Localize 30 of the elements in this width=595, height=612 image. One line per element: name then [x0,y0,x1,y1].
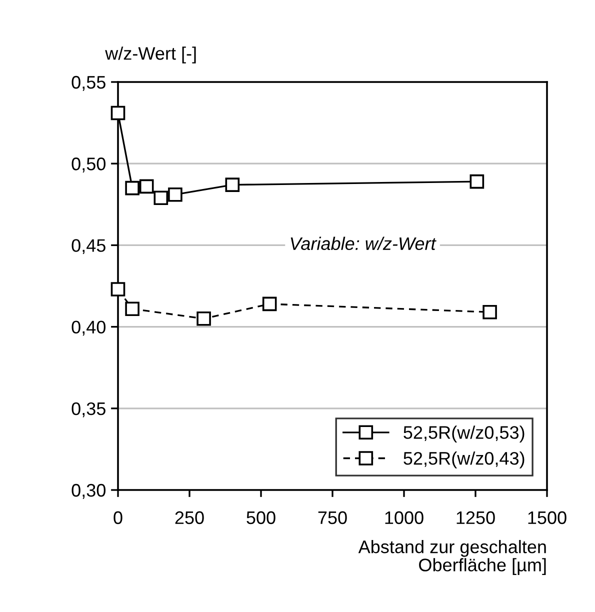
y-tick-label: 0,45 [72,239,106,254]
y-axis-title: w/z-Wert [-] [105,46,196,64]
x-tick-label: 1000 [385,511,424,524]
x-axis-title: Abstand zur geschalten Oberfläche [µm] [358,540,546,575]
point [196,311,211,326]
y-tick-label: 0,30 [72,484,106,499]
point [110,282,126,296]
legend-label: 52,5R(w/z0,43) [404,452,524,468]
x-tick-label: 1500 [528,511,566,524]
x-tick-label: 500 [246,511,276,524]
y-tick-label: 0,55 [72,76,106,91]
point [225,178,240,192]
point [470,174,484,189]
x-tick-label: 250 [175,511,204,524]
point [154,190,168,206]
point [110,106,126,120]
point [482,304,497,320]
point [262,296,277,312]
annotation: Variable: w/z-Wert [290,236,436,250]
y-tick-label: 0,40 [72,320,106,336]
point [139,179,154,194]
legend-label: 52,5R(w/z0,53) [404,426,524,442]
point [125,180,140,196]
y-tick-label: 0,50 [72,158,106,172]
point [125,302,140,316]
y-tick-label: 0,35 [72,402,106,418]
point [168,187,182,202]
x-tick-label: 750 [318,511,347,524]
x-tick-label: 0 [114,511,122,524]
x-tick-label: 1250 [456,511,495,524]
